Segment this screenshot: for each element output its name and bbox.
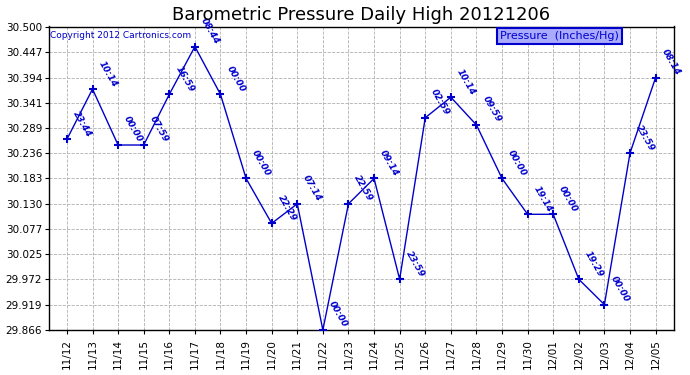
Text: Pressure  (Inches/Hg): Pressure (Inches/Hg) [500, 31, 619, 41]
Text: 00:00: 00:00 [250, 148, 273, 178]
Text: 07:14: 07:14 [302, 174, 324, 203]
Text: 23:59: 23:59 [404, 249, 426, 279]
Text: 10:14: 10:14 [455, 67, 477, 96]
Text: 22:59: 22:59 [353, 174, 375, 203]
Text: 02:59: 02:59 [429, 88, 451, 117]
Text: Copyright 2012 Cartronics.com: Copyright 2012 Cartronics.com [50, 31, 191, 40]
Text: 22:29: 22:29 [276, 193, 298, 223]
Text: 09:59: 09:59 [481, 95, 503, 124]
Text: 19:29: 19:29 [583, 249, 605, 279]
Text: 19:14: 19:14 [532, 184, 554, 213]
Text: 23:44: 23:44 [71, 109, 93, 138]
Text: 00:00: 00:00 [609, 274, 631, 304]
Text: 08:44: 08:44 [199, 16, 221, 46]
Text: 09:14: 09:14 [378, 148, 400, 178]
Text: 00:00: 00:00 [558, 184, 580, 213]
Text: 16:59: 16:59 [173, 64, 195, 94]
Text: 00:00: 00:00 [327, 300, 349, 329]
Text: 00:00: 00:00 [225, 64, 247, 94]
Text: 00:00: 00:00 [122, 115, 144, 144]
Text: 00:00: 00:00 [506, 148, 529, 178]
Text: 10:14: 10:14 [97, 59, 119, 88]
Title: Barometric Pressure Daily High 20121206: Barometric Pressure Daily High 20121206 [172, 6, 551, 24]
Text: 08:14: 08:14 [660, 48, 682, 77]
Text: 23:59: 23:59 [634, 123, 656, 152]
Text: 07:59: 07:59 [148, 115, 170, 144]
